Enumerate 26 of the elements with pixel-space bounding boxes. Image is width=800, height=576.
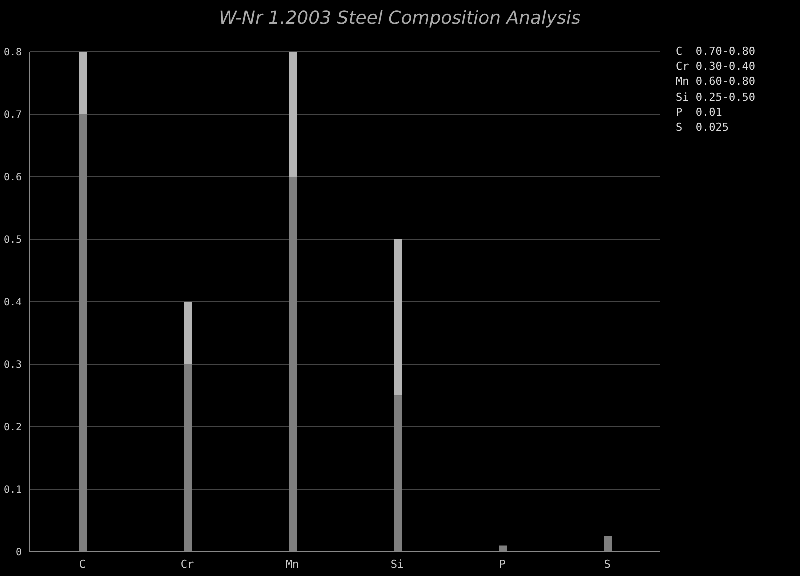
bar <box>184 302 192 364</box>
y-tick-label: 0.5 <box>4 235 22 246</box>
y-tick-label: 0.1 <box>4 485 22 496</box>
text: Mn 0.60-0.80 <box>676 74 756 90</box>
text: S 0.025 <box>676 120 730 136</box>
y-tick-label: 0.2 <box>4 422 22 434</box>
y-tick-label: 0.4 <box>4 298 22 309</box>
y-tick-label: 0.7 <box>4 110 22 122</box>
chart-title: W-Nr 1.2003 Steel Composition Analysis <box>218 8 582 29</box>
text: Si 0.25-0.50 <box>676 90 756 105</box>
text: Cr 0.30-0.40 <box>676 59 756 74</box>
x-tick-label: Cr <box>180 558 194 571</box>
x-tick-label: S <box>604 558 611 571</box>
text: P 0.01 <box>676 104 724 120</box>
bar <box>289 52 297 177</box>
x-tick-label: Mn <box>286 558 300 571</box>
y-tick-label: 0.8 <box>4 48 22 59</box>
bar <box>79 52 87 114</box>
x-tick-label: Si <box>390 558 404 571</box>
x-tick-label: C <box>79 558 86 571</box>
bar <box>394 240 402 396</box>
y-tick-label: 0.3 <box>4 360 22 372</box>
x-tick-label: P <box>499 558 506 571</box>
text: C 0.70-0.80 <box>676 44 756 60</box>
y-tick-label: 0.6 <box>4 172 22 184</box>
y-tick-label: 0 <box>16 548 22 559</box>
